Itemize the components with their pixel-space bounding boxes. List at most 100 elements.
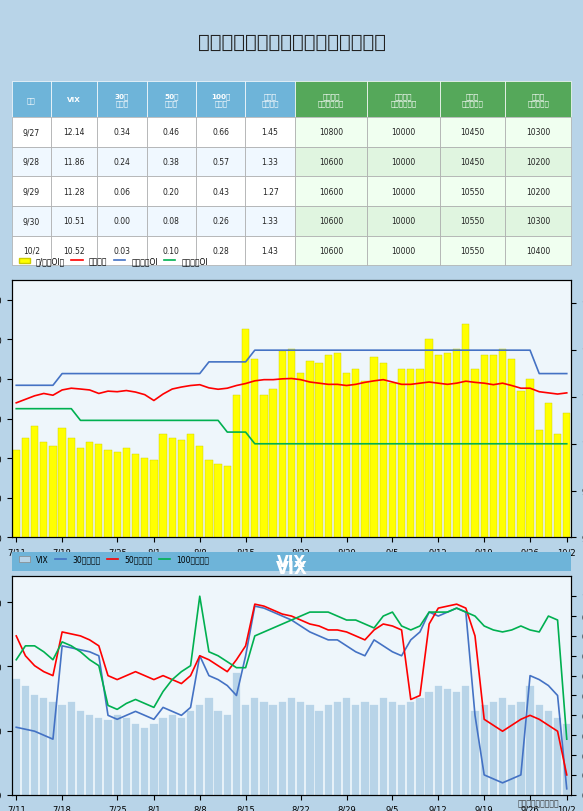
FancyBboxPatch shape [12, 83, 51, 118]
FancyBboxPatch shape [97, 236, 147, 266]
FancyBboxPatch shape [147, 83, 196, 118]
Text: 0.57: 0.57 [212, 158, 229, 167]
FancyBboxPatch shape [505, 236, 571, 266]
Text: 11.86: 11.86 [64, 158, 85, 167]
Text: 0.03: 0.03 [114, 247, 131, 255]
Text: 1.43: 1.43 [262, 247, 279, 255]
FancyBboxPatch shape [367, 236, 440, 266]
FancyBboxPatch shape [12, 207, 51, 236]
FancyBboxPatch shape [440, 118, 505, 148]
Text: 10450: 10450 [461, 128, 484, 137]
FancyBboxPatch shape [295, 148, 367, 177]
FancyBboxPatch shape [440, 148, 505, 177]
FancyBboxPatch shape [12, 148, 51, 177]
Text: 10600: 10600 [319, 187, 343, 196]
FancyBboxPatch shape [505, 148, 571, 177]
FancyBboxPatch shape [97, 83, 147, 118]
Text: 1.33: 1.33 [262, 158, 279, 167]
Text: 10600: 10600 [319, 217, 343, 226]
FancyBboxPatch shape [147, 118, 196, 148]
Text: 1.33: 1.33 [262, 217, 279, 226]
FancyBboxPatch shape [196, 118, 245, 148]
Text: 0.43: 0.43 [212, 187, 229, 196]
FancyBboxPatch shape [51, 207, 97, 236]
Text: 30日
百分位: 30日 百分位 [115, 93, 129, 107]
FancyBboxPatch shape [367, 118, 440, 148]
Text: 10000: 10000 [391, 158, 416, 167]
FancyBboxPatch shape [97, 148, 147, 177]
FancyBboxPatch shape [12, 177, 51, 207]
FancyBboxPatch shape [147, 207, 196, 236]
Text: 0.34: 0.34 [114, 128, 131, 137]
Text: 12.14: 12.14 [64, 128, 85, 137]
FancyBboxPatch shape [440, 236, 505, 266]
Text: 10.52: 10.52 [64, 247, 85, 255]
FancyBboxPatch shape [245, 177, 295, 207]
Text: 10000: 10000 [391, 187, 416, 196]
FancyBboxPatch shape [147, 236, 196, 266]
FancyBboxPatch shape [295, 207, 367, 236]
Text: 日期: 日期 [27, 97, 36, 103]
Text: 10600: 10600 [319, 158, 343, 167]
FancyBboxPatch shape [12, 236, 51, 266]
Text: 0.66: 0.66 [212, 128, 229, 137]
Text: 9/30: 9/30 [23, 217, 40, 226]
FancyBboxPatch shape [196, 148, 245, 177]
Text: 1.27: 1.27 [262, 187, 279, 196]
FancyBboxPatch shape [196, 207, 245, 236]
FancyBboxPatch shape [196, 83, 245, 118]
FancyBboxPatch shape [295, 118, 367, 148]
Text: 10600: 10600 [319, 247, 343, 255]
Text: VIX: VIX [276, 560, 307, 577]
FancyBboxPatch shape [440, 177, 505, 207]
Text: 0.38: 0.38 [163, 158, 180, 167]
Text: 100日
百分位: 100日 百分位 [211, 93, 230, 107]
FancyBboxPatch shape [505, 207, 571, 236]
Text: 0.06: 0.06 [114, 187, 131, 196]
FancyBboxPatch shape [51, 83, 97, 118]
FancyBboxPatch shape [12, 552, 571, 572]
FancyBboxPatch shape [245, 118, 295, 148]
FancyBboxPatch shape [245, 207, 295, 236]
Text: 50日
百分位: 50日 百分位 [164, 93, 178, 107]
Text: 10000: 10000 [391, 217, 416, 226]
Text: 9/27: 9/27 [23, 128, 40, 137]
FancyBboxPatch shape [295, 83, 367, 118]
Text: 10300: 10300 [526, 128, 550, 137]
FancyBboxPatch shape [367, 207, 440, 236]
FancyBboxPatch shape [440, 83, 505, 118]
FancyBboxPatch shape [12, 118, 51, 148]
Text: 10200: 10200 [526, 187, 550, 196]
FancyBboxPatch shape [440, 207, 505, 236]
Text: VIX: VIX [67, 97, 81, 103]
Text: 0.08: 0.08 [163, 217, 180, 226]
Text: 統一期貨研究科製作: 統一期貨研究科製作 [518, 798, 560, 807]
FancyBboxPatch shape [51, 177, 97, 207]
FancyBboxPatch shape [97, 177, 147, 207]
Text: 10300: 10300 [526, 217, 550, 226]
FancyBboxPatch shape [367, 177, 440, 207]
FancyBboxPatch shape [367, 148, 440, 177]
Text: 11.28: 11.28 [64, 187, 85, 196]
Text: 9/28: 9/28 [23, 158, 40, 167]
FancyBboxPatch shape [97, 118, 147, 148]
FancyBboxPatch shape [505, 118, 571, 148]
FancyBboxPatch shape [245, 236, 295, 266]
Text: 1.45: 1.45 [262, 128, 279, 137]
FancyBboxPatch shape [196, 236, 245, 266]
Text: 0.20: 0.20 [163, 187, 180, 196]
FancyBboxPatch shape [147, 148, 196, 177]
Text: 10.51: 10.51 [64, 217, 85, 226]
Text: 0.00: 0.00 [114, 217, 131, 226]
Text: 10200: 10200 [526, 158, 550, 167]
Text: 10000: 10000 [391, 128, 416, 137]
FancyBboxPatch shape [147, 177, 196, 207]
Text: 9/29: 9/29 [23, 187, 40, 196]
Text: 0.46: 0.46 [163, 128, 180, 137]
Text: 0.28: 0.28 [212, 247, 229, 255]
FancyBboxPatch shape [505, 83, 571, 118]
Text: 10550: 10550 [461, 217, 484, 226]
FancyBboxPatch shape [505, 177, 571, 207]
FancyBboxPatch shape [245, 83, 295, 118]
FancyBboxPatch shape [51, 236, 97, 266]
